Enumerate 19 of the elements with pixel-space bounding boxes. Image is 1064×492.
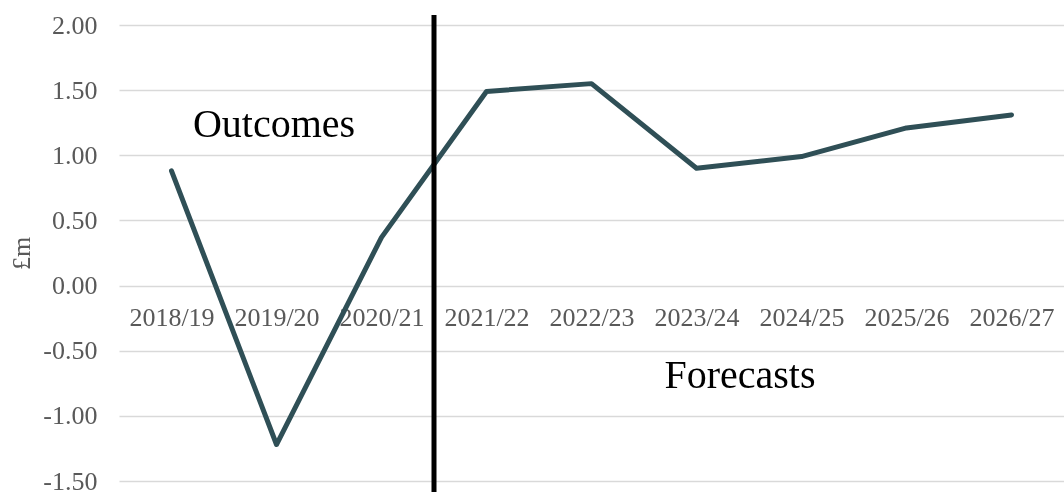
y-tick-label: 1.50 — [52, 75, 98, 105]
y-tick-label: -0.50 — [43, 336, 98, 366]
x-tick-label: 2018/19 — [129, 303, 215, 333]
y-tick-label: -1.50 — [43, 466, 98, 492]
annotation: Outcomes — [192, 101, 356, 146]
x-tick-label: 2025/26 — [864, 303, 950, 333]
x-tick-label: 2019/20 — [234, 303, 320, 333]
x-tick-label: 2023/24 — [654, 303, 740, 333]
y-tick-label: 2.00 — [52, 10, 98, 40]
annotation: Forecasts — [664, 352, 816, 397]
x-tick-label: 2026/27 — [969, 303, 1055, 333]
x-tick-label: 2022/23 — [549, 303, 635, 333]
y-axis-title: £m — [7, 236, 37, 271]
y-tick-label: 0.00 — [52, 271, 98, 301]
y-tick-label: 1.00 — [52, 140, 98, 170]
y-tick-label: -1.00 — [43, 401, 98, 431]
x-tick-label: 2024/25 — [759, 303, 845, 333]
x-tick-label: 2021/22 — [444, 303, 530, 333]
y-tick-label: 0.50 — [52, 205, 98, 235]
